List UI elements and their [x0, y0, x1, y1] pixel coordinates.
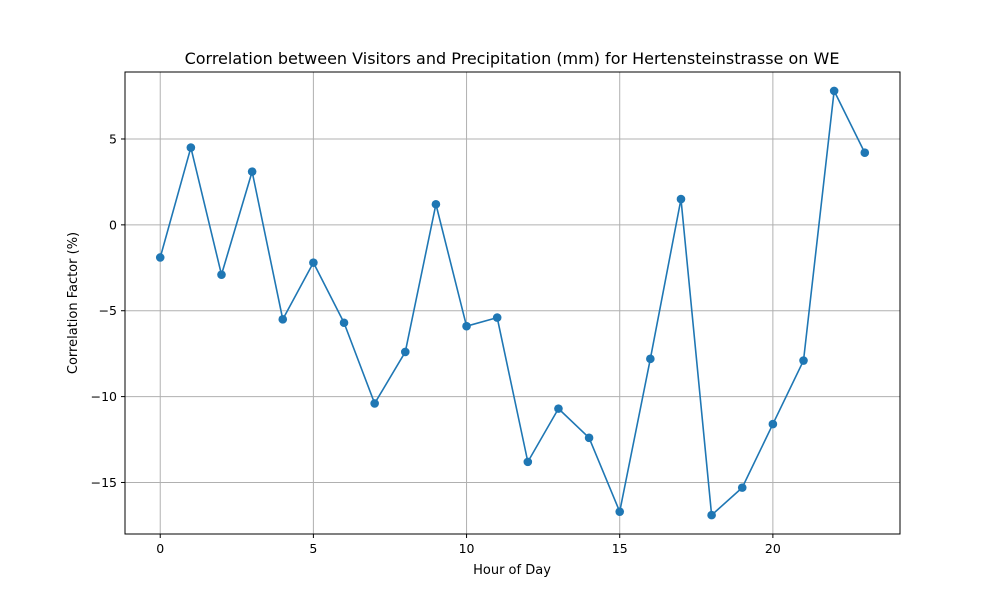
series-line	[159, 90, 866, 516]
data-point	[615, 507, 625, 516]
data-point	[768, 419, 778, 429]
grid-lines	[125, 72, 900, 534]
x-axis-label: Hour of Day	[473, 563, 551, 578]
x-tick-label: 0	[156, 541, 164, 556]
y-tick-label: −15	[91, 475, 117, 490]
data-point	[309, 258, 318, 267]
x-tick-label: 10	[459, 541, 475, 556]
data-point	[431, 199, 441, 209]
data-point	[217, 270, 226, 279]
data-point	[829, 86, 839, 96]
data-point	[676, 194, 686, 204]
plot-frame	[124, 71, 901, 535]
data-point	[554, 404, 563, 413]
y-tick-label: −5	[99, 303, 117, 318]
data-point	[370, 399, 379, 408]
data-point	[492, 313, 502, 322]
data-point	[339, 318, 349, 328]
data-point	[155, 253, 165, 262]
y-tick-label: −10	[91, 389, 117, 404]
x-tick-label: 20	[765, 541, 781, 556]
x-tick-label: 5	[309, 541, 317, 556]
y-tick-label: 0	[109, 217, 117, 232]
series-layer	[155, 86, 870, 520]
data-point	[584, 433, 594, 443]
data-point	[400, 347, 410, 357]
y-tick-label: 5	[109, 131, 117, 146]
data-point	[707, 510, 716, 520]
data-point	[278, 315, 288, 324]
data-point	[247, 167, 257, 176]
x-tick-label: 15	[612, 541, 628, 556]
axis-ticks: 0 5 10 15 20 −15 −10 −5 0 5	[91, 131, 781, 556]
data-point	[860, 148, 870, 158]
y-axis-label: Correlation Factor (%)	[66, 232, 81, 374]
data-point	[799, 356, 808, 365]
data-point	[737, 483, 747, 492]
data-point	[186, 143, 196, 152]
data-point	[462, 321, 471, 331]
data-point	[646, 354, 655, 364]
chart-title: Correlation between Visitors and Precipi…	[185, 49, 840, 68]
data-point	[523, 457, 533, 467]
